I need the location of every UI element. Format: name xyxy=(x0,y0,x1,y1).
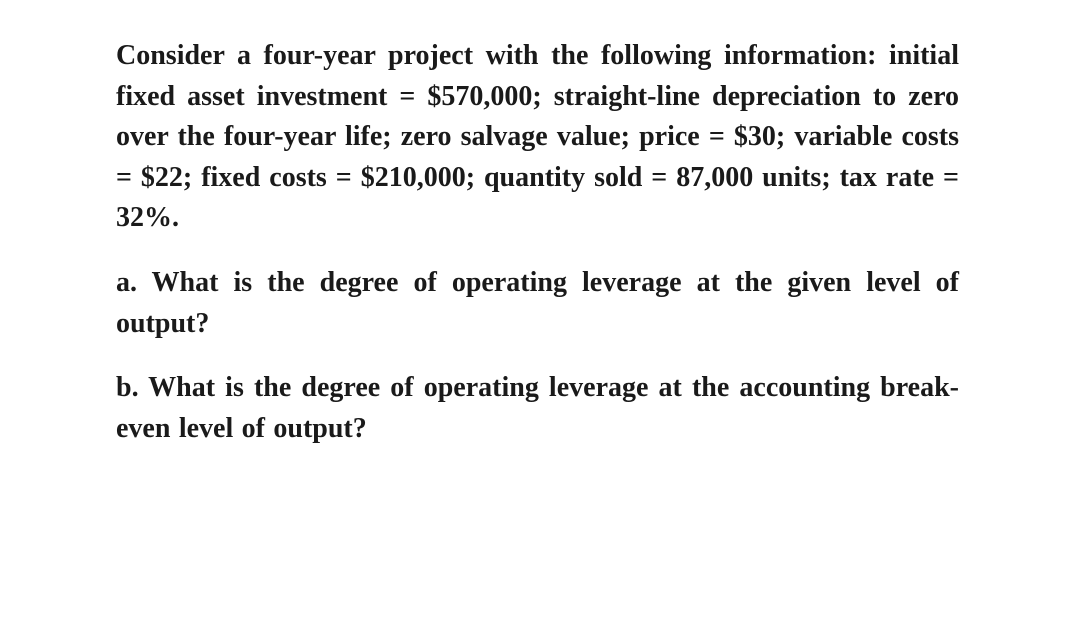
problem-page: Consider a four-year project with the fo… xyxy=(0,0,1075,449)
problem-intro: Consider a four-year project with the fo… xyxy=(116,36,959,239)
question-b: b. What is the degree of operating lever… xyxy=(116,368,959,449)
question-a: a. What is the degree of operating lever… xyxy=(116,263,959,344)
